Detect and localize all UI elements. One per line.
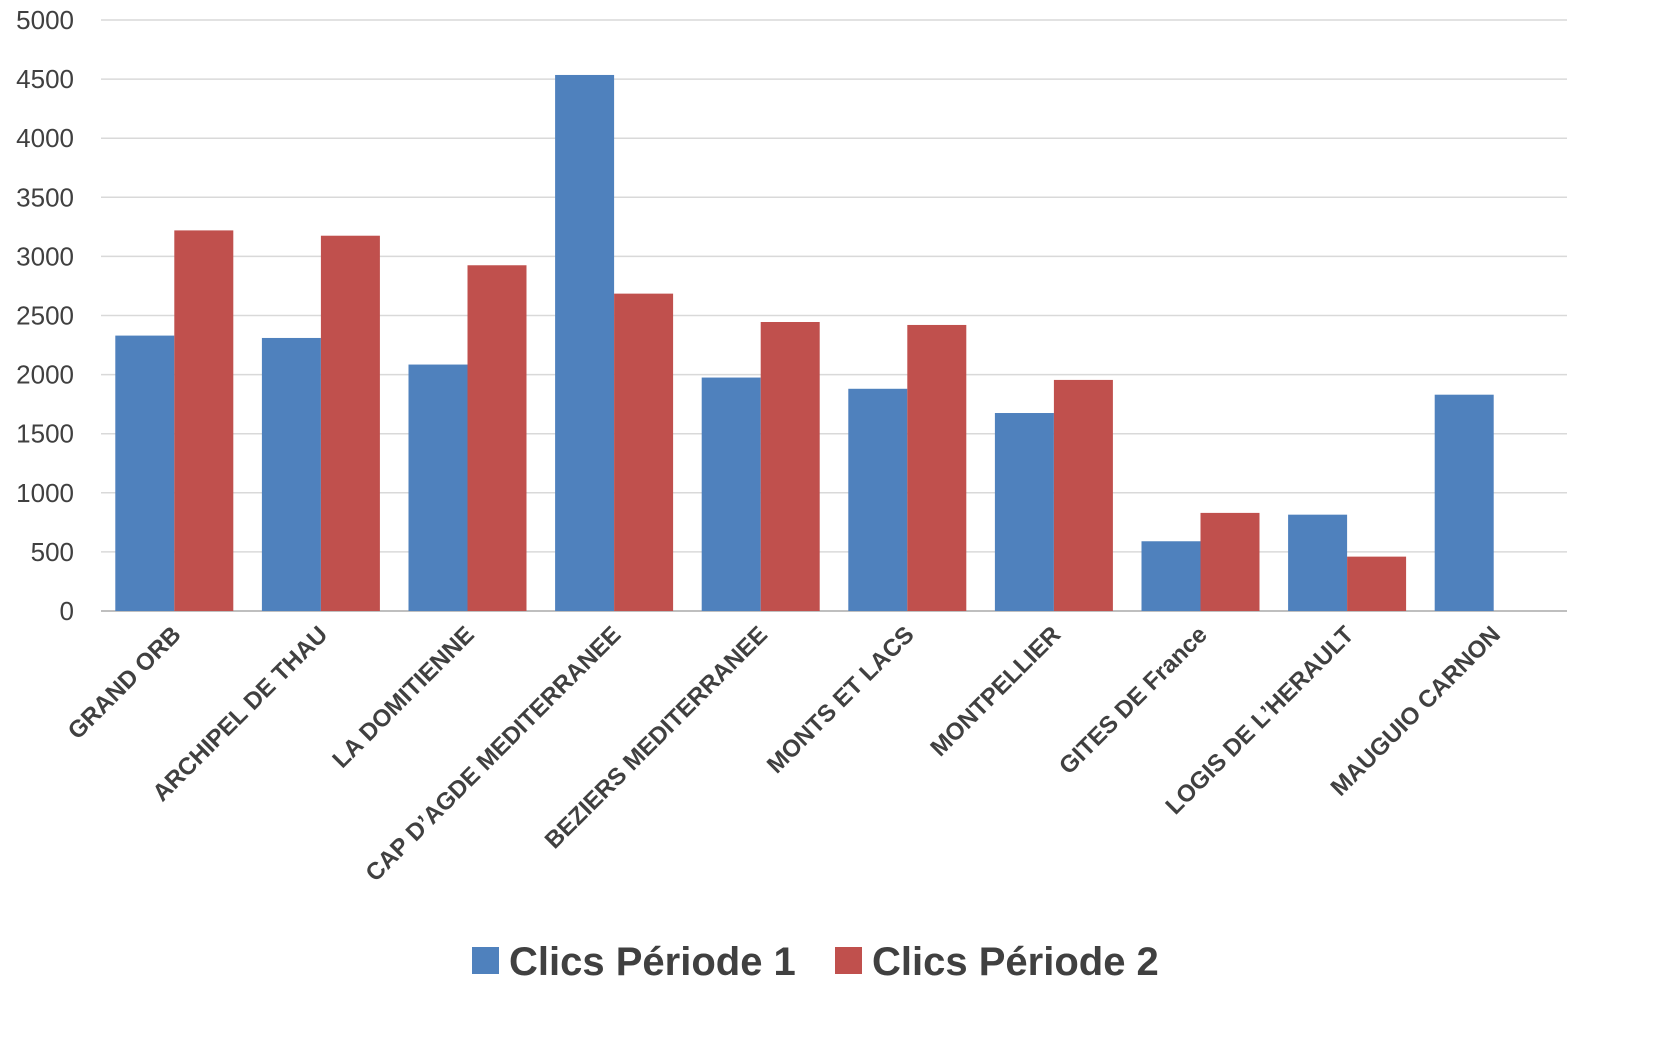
legend: Clics Période 1 Clics Période 2 bbox=[472, 940, 1159, 984]
bars bbox=[115, 74, 1494, 611]
bar-series2-8 bbox=[1347, 556, 1407, 611]
x-tick-label: MONTPELLIER bbox=[925, 621, 1066, 762]
bar-series1-6 bbox=[994, 413, 1054, 611]
x-tick-label: MONTS ET LACS bbox=[762, 621, 920, 779]
bar-series1-4 bbox=[701, 377, 761, 611]
legend-label: Clics Période 2 bbox=[872, 940, 1159, 984]
y-tick-label: 4000 bbox=[16, 123, 74, 153]
x-tick-label: LA DOMITIENNE bbox=[327, 621, 479, 773]
x-tick-label: GRAND ORB bbox=[63, 621, 187, 745]
bar-series1-8 bbox=[1288, 514, 1348, 611]
y-tick-label: 500 bbox=[31, 537, 74, 567]
bar-series2-1 bbox=[320, 235, 380, 611]
y-tick-label: 2500 bbox=[16, 301, 74, 331]
bar-series2-4 bbox=[760, 322, 820, 611]
y-tick-label: 0 bbox=[60, 596, 74, 626]
bar-series1-2 bbox=[408, 364, 468, 611]
bar-series1-0 bbox=[115, 335, 175, 611]
y-tick-label: 1000 bbox=[16, 478, 74, 508]
x-tick-label: GITES DE France bbox=[1054, 621, 1213, 780]
bar-series2-6 bbox=[1053, 379, 1113, 611]
bar-series2-7 bbox=[1200, 512, 1260, 611]
bar-series2-2 bbox=[467, 265, 527, 611]
legend-swatch bbox=[835, 947, 862, 974]
bar-series2-5 bbox=[907, 324, 967, 611]
y-tick-label: 4500 bbox=[16, 64, 74, 94]
y-tick-label: 1500 bbox=[16, 419, 74, 449]
y-tick-label: 5000 bbox=[16, 5, 74, 35]
y-tick-label: 3000 bbox=[16, 241, 74, 271]
bar-series1-5 bbox=[848, 388, 908, 611]
y-axis-ticks: 0 500 1000 1500 2000 2500 3000 3500 4000 4500 5000 bbox=[16, 5, 74, 626]
y-tick-label: 3500 bbox=[16, 182, 74, 212]
bar-series1-1 bbox=[261, 337, 321, 611]
bar-series2-3 bbox=[614, 293, 674, 611]
x-tick-label: CAP D’AGDE MEDITERRANEE bbox=[361, 621, 627, 887]
legend-label: Clics Période 1 bbox=[509, 940, 796, 984]
legend-swatch bbox=[472, 947, 499, 974]
y-tick-label: 2000 bbox=[16, 360, 74, 390]
bar-series1-3 bbox=[555, 74, 615, 611]
bar-series2-0 bbox=[174, 230, 234, 611]
bar-series1-9 bbox=[1434, 394, 1494, 611]
bar-series1-7 bbox=[1141, 541, 1201, 611]
x-tick-label: MAUGUIO CARNON bbox=[1326, 621, 1506, 801]
